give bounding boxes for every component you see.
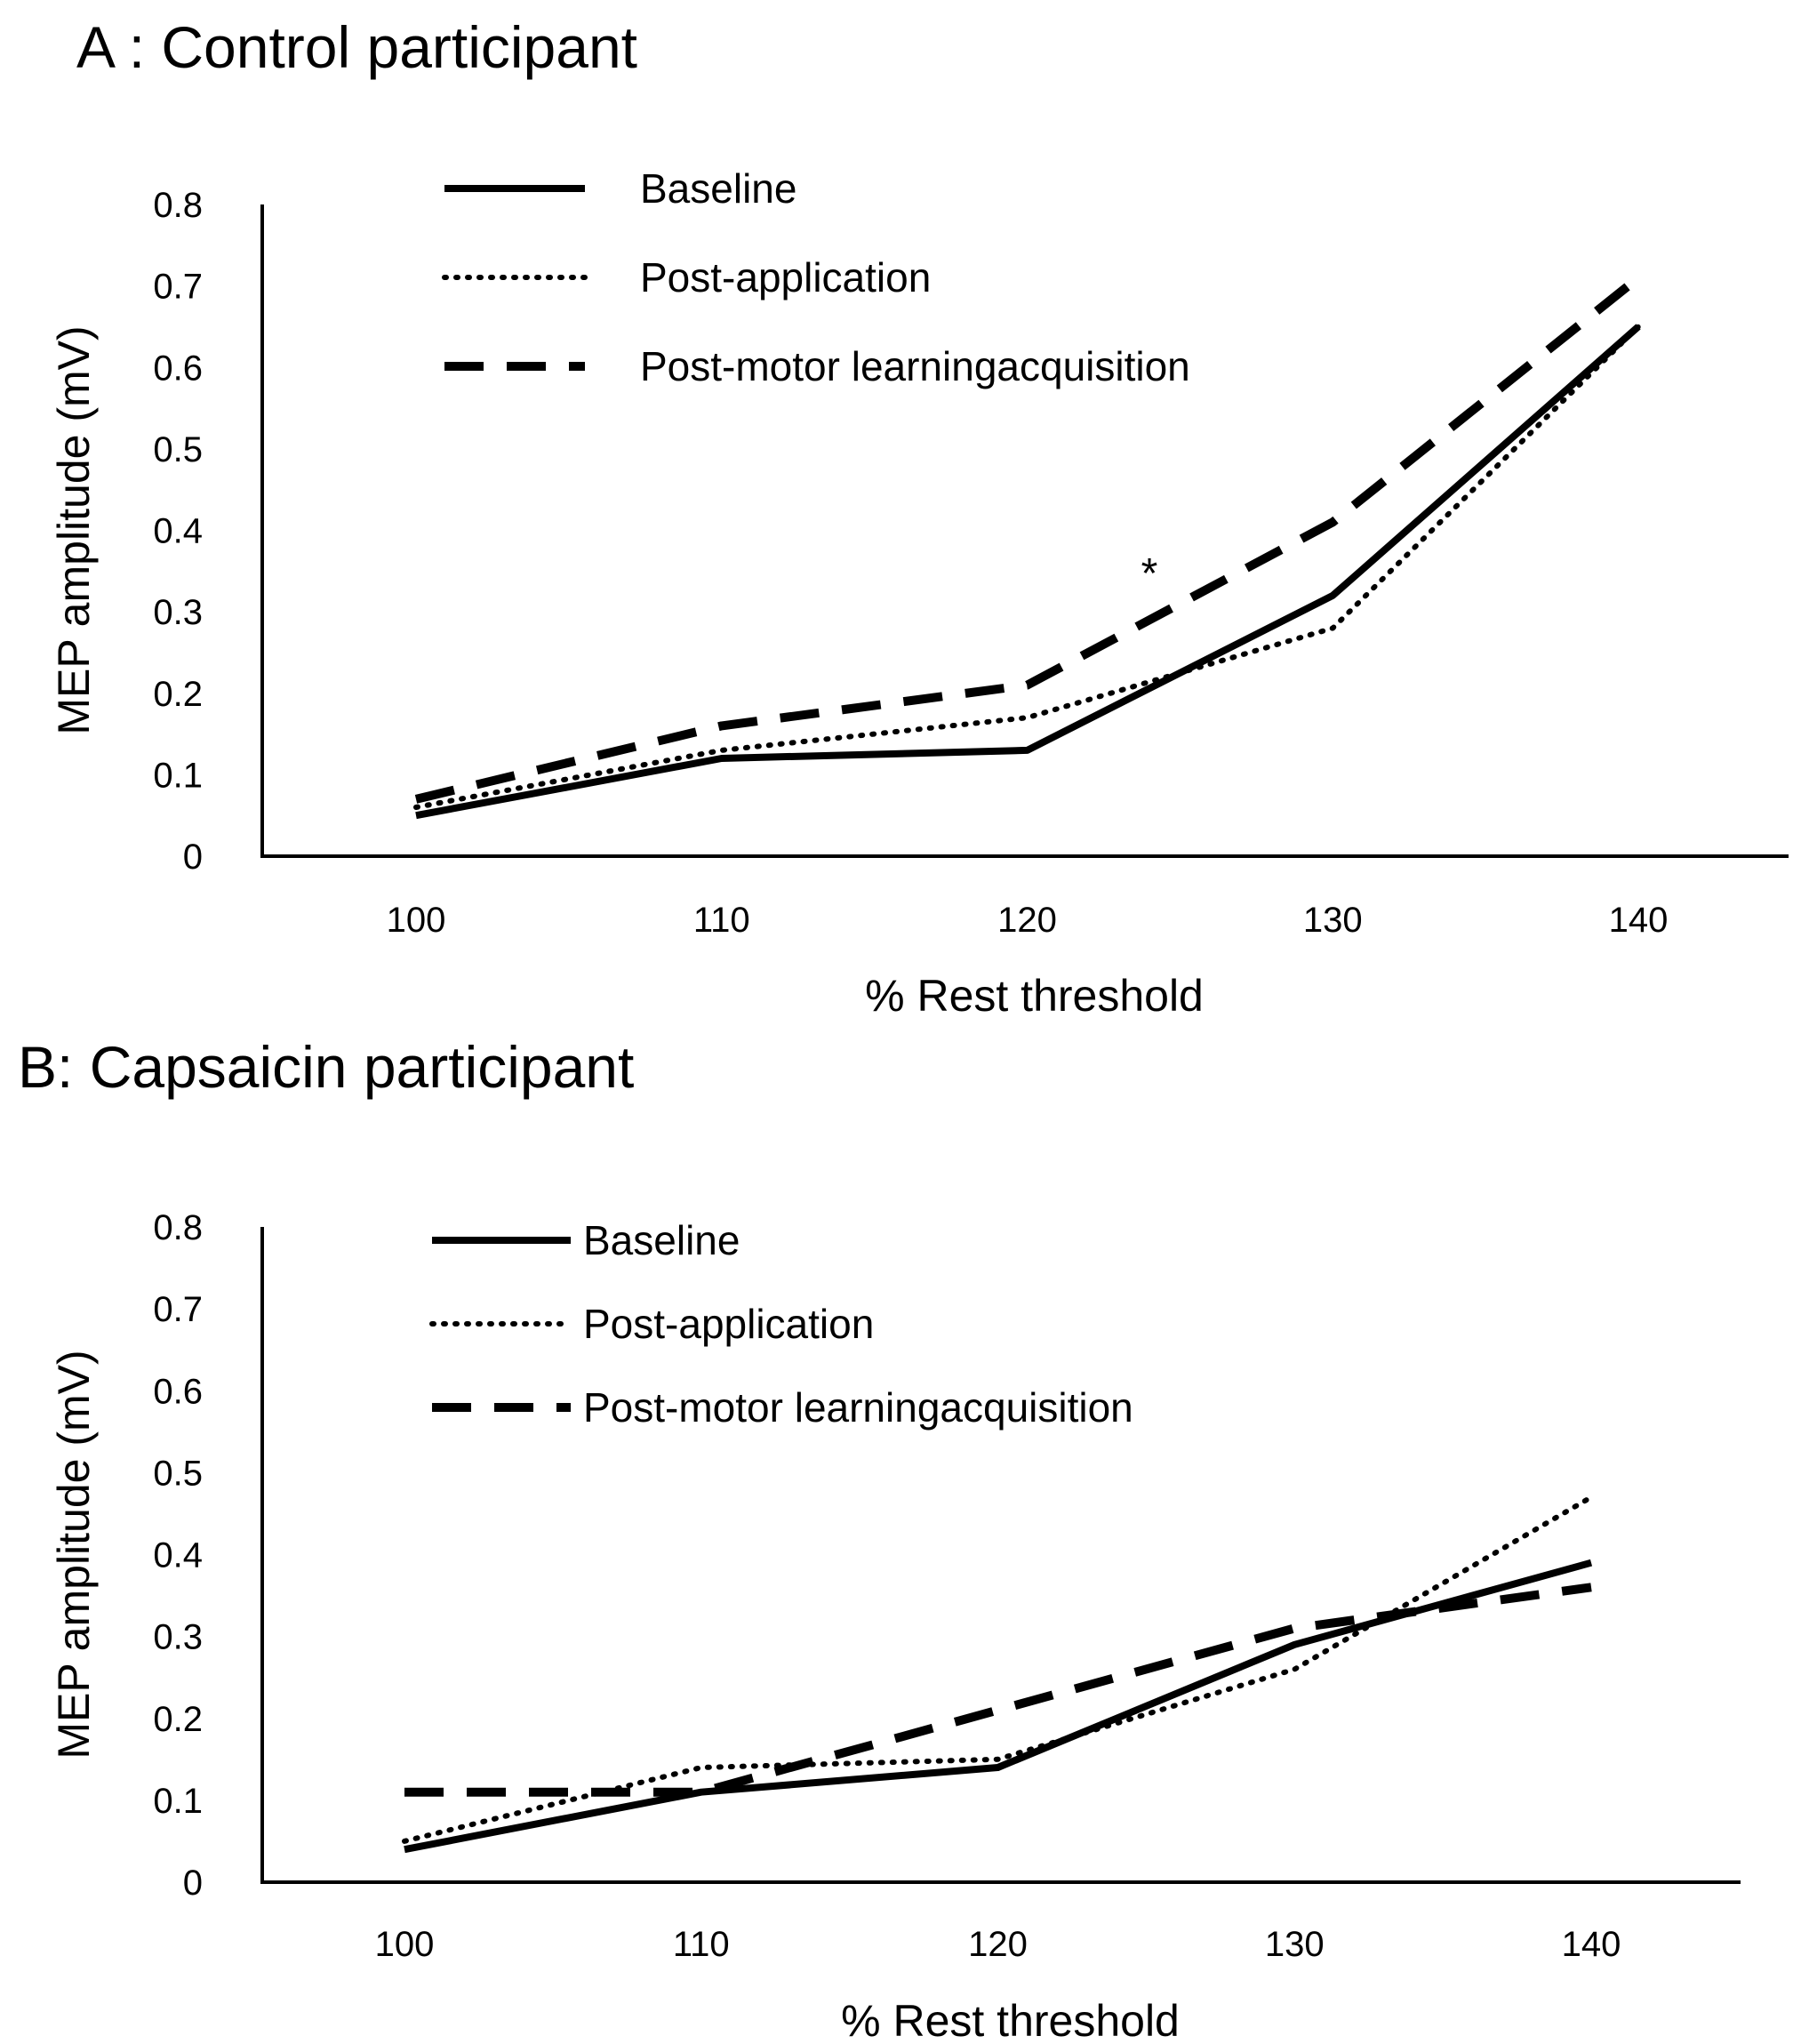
series-line-dashed: [404, 1583, 1592, 1797]
y-tick-label: 0.1: [153, 1782, 203, 1821]
y-tick-label: 0: [183, 1864, 203, 1903]
y-tick-label: 0.3: [153, 1618, 203, 1657]
legend-label: Baseline: [640, 165, 796, 212]
x-tick-label: 110: [673, 1925, 730, 1964]
y-axis-title: MEP amplitude (mV): [49, 325, 99, 734]
legend-label: Post-application: [583, 1301, 874, 1347]
x-tick-label: 120: [997, 901, 1057, 940]
series-line-dotted: [413, 324, 1641, 810]
y-tick-label: 0: [183, 838, 203, 877]
significance-marker: *: [1141, 550, 1158, 597]
legend-label: Post-application: [640, 254, 931, 301]
x-tick-label: 100: [375, 1925, 435, 1964]
panel-b: B: Capsaicin participant 0 0.1 0.2 0.3 0.4 0.5…: [18, 1034, 1741, 2044]
y-tick-label: 0.3: [153, 593, 203, 632]
panel-title: B: Capsaicin participant: [18, 1034, 634, 1100]
y-tick-label: 0.5: [153, 430, 203, 469]
y-tick-label: 0.7: [153, 268, 203, 307]
legend-label: Baseline: [583, 1217, 740, 1263]
x-tick-label: 140: [1562, 1925, 1621, 1964]
y-tick-label: 0.2: [153, 1700, 203, 1739]
y-tick-label: 0.6: [153, 349, 203, 388]
x-tick-label: 110: [693, 901, 750, 940]
y-tick-label: 0.6: [153, 1372, 203, 1411]
x-axis-title: % Rest threshold: [841, 1996, 1180, 2044]
y-tick-label: 0.2: [153, 675, 203, 714]
x-axis-title: % Rest threshold: [865, 971, 1204, 1021]
panel-title: A : Control participant: [76, 14, 637, 80]
y-tick-label: 0.1: [153, 756, 203, 795]
y-tick-label: 0.5: [153, 1454, 203, 1493]
x-tick-label: 130: [1303, 901, 1363, 940]
x-tick-label: 130: [1265, 1925, 1325, 1964]
y-tick-label: 0.8: [153, 1208, 203, 1247]
legend-label: Post-motor learningacquisition: [583, 1384, 1133, 1431]
x-tick-label: 120: [968, 1925, 1028, 1964]
legend-label: Post-motor learningacquisition: [640, 343, 1190, 389]
y-tick-label: 0.8: [153, 186, 203, 225]
y-tick-label: 0.7: [153, 1290, 203, 1329]
series-line-dashed: [414, 274, 1642, 804]
y-axis-title: MEP amplitude (mV): [49, 1350, 99, 1759]
y-tick-label: 0.4: [153, 1536, 203, 1575]
x-tick-label: 140: [1609, 901, 1669, 940]
y-tick-label: 0.4: [153, 512, 203, 551]
x-tick-label: 100: [387, 901, 446, 940]
panel-a: A : Control participant 0 0.1 0.2 0.3 0.4 0.5 0…: [49, 14, 1789, 1021]
series-line-solid: [415, 324, 1641, 820]
